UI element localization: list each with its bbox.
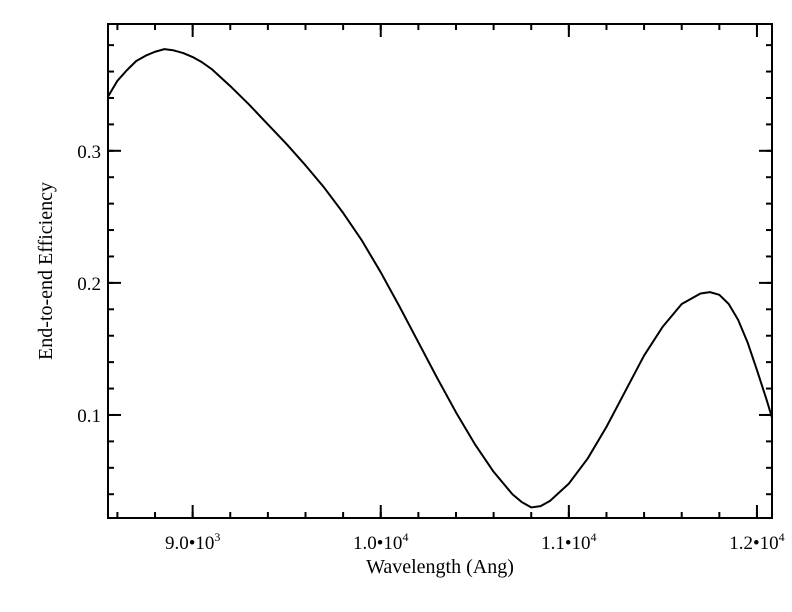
- y-tick-label: 0.2: [77, 274, 101, 295]
- x-axis-title: Wavelength (Ang): [366, 556, 514, 578]
- x-tick-label: 9.0•103: [165, 530, 220, 554]
- tick-marks: [108, 24, 772, 518]
- y-tick-label: 0.1: [77, 406, 101, 427]
- efficiency-curve: [107, 48, 773, 509]
- tick-labels: 9.0•103 1.0•104 1.1•104 1.2•104 0.1 0.2 0.3: [77, 142, 784, 554]
- plot-frame: [107, 23, 773, 519]
- y-tick-label: 0.3: [77, 142, 101, 163]
- x-tick-label: 1.2•104: [729, 530, 784, 554]
- x-tick-label: 1.0•104: [353, 530, 408, 554]
- x-tick-label: 1.1•104: [541, 530, 596, 554]
- y-axis-title: End-to-end Efficiency: [35, 182, 57, 360]
